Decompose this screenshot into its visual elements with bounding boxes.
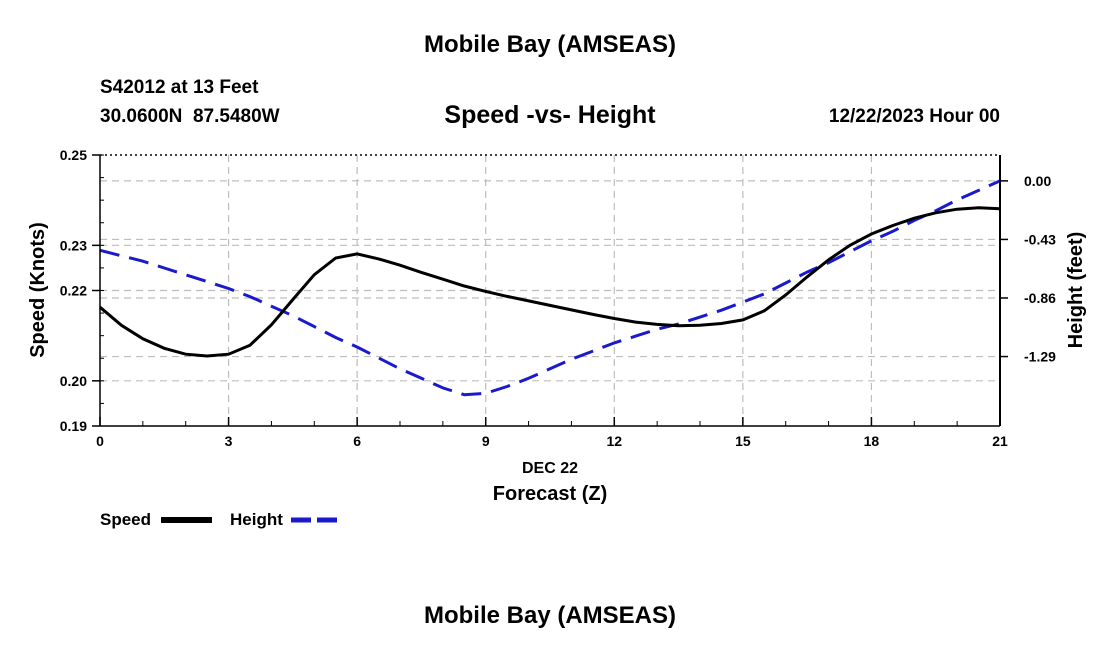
ticks: 0 3 6 9 12 15 18 21 0.19 0.20 0.22 0.23 0.25 0.00 -0.4… (60, 147, 1056, 449)
y-right-tick-label: -1.29 (1024, 349, 1056, 365)
chart-subtitle: Speed -vs- Height (444, 101, 656, 129)
y-right-axis-label: Height (feet) (1065, 232, 1087, 349)
x-tick-label: 9 (482, 433, 490, 449)
y-left-axis-label: Speed (Knots) (27, 222, 49, 358)
y-left-tick-label: 0.22 (60, 283, 87, 299)
legend: Speed Height (100, 510, 342, 529)
legend-height-label: Height (230, 510, 283, 529)
height-series-line (99, 179, 1001, 397)
y-left-tick-label: 0.20 (60, 373, 87, 389)
y-left-tick-label: 0.19 (60, 418, 87, 434)
legend-speed-label: Speed (100, 510, 151, 529)
x-tick-label: 21 (992, 433, 1008, 449)
y-right-tick-label: -0.86 (1024, 290, 1056, 306)
x-tick-label: 0 (96, 433, 104, 449)
x-axis-date-label: DEC 22 (522, 460, 578, 477)
page-title-top: Mobile Bay (AMSEAS) (423, 31, 677, 58)
x-axis-label: Forecast (Z) (493, 483, 607, 505)
x-tick-label: 18 (864, 433, 880, 449)
forecast-date: 12/22/2023 Hour 00 (828, 106, 1000, 127)
page-title-bottom: Mobile Bay (AMSEAS) (423, 602, 677, 629)
x-tick-label: 12 (606, 433, 622, 449)
y-right-tick-label: -0.43 (1024, 231, 1056, 247)
station-label: S42012 at 13 Feet (100, 77, 259, 98)
y-left-tick-label: 0.25 (60, 147, 87, 163)
x-tick-label: 3 (225, 433, 233, 449)
series-layer (99, 179, 1001, 397)
x-tick-label: 15 (735, 433, 751, 449)
y-right-tick-label: 0.00 (1024, 173, 1051, 189)
grid (100, 155, 1000, 426)
x-tick-label: 6 (353, 433, 361, 449)
y-left-tick-label: 0.23 (60, 237, 87, 253)
station-coords: 30.0600N 87.5480W (100, 106, 280, 127)
speed-series-line (99, 206, 1001, 358)
